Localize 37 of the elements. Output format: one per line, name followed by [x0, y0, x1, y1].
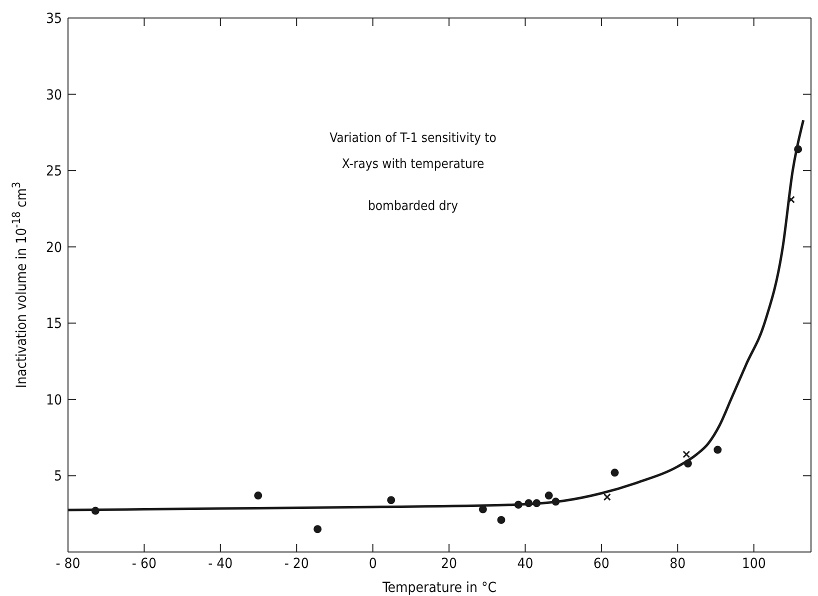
x-tick-label: 60 [593, 556, 610, 572]
y-tick-label: 5 [54, 468, 62, 485]
y-tick-label: 15 [46, 316, 62, 332]
x-tick-label: 40 [517, 556, 534, 572]
x-tick-label: 100 [742, 556, 766, 572]
point [610, 468, 619, 477]
x-tick-label: - 40 [208, 556, 233, 572]
point [714, 446, 722, 454]
text: Variation of T-1 sensitivity to X-rays with temperature [328, 130, 498, 174]
x-tick-label: - 80 [56, 556, 80, 572]
x-tick-label: 80 [670, 556, 686, 572]
y-tick-label: 30 [46, 87, 62, 104]
point [794, 145, 802, 154]
y-tick-label: 25 [46, 164, 62, 180]
x-tick-label: - 60 [132, 556, 156, 572]
point [497, 516, 506, 524]
point [682, 450, 690, 458]
point [544, 492, 553, 500]
y-tick-label: 35 [46, 10, 62, 27]
point [603, 493, 611, 501]
point [314, 525, 322, 534]
point [387, 496, 396, 504]
point [787, 196, 795, 204]
point [684, 460, 692, 468]
y-tick-label: 10 [46, 392, 62, 408]
point [254, 492, 262, 500]
y-tick-label: 20 [46, 240, 62, 256]
x-axis-title: Temperature in °C [381, 580, 497, 596]
point [552, 498, 560, 506]
point [532, 499, 541, 508]
point [91, 506, 100, 515]
x-tick-label: 0 [368, 556, 377, 572]
point [524, 499, 533, 508]
x-tick-label: 20 [441, 556, 458, 572]
point [514, 500, 522, 509]
x-tick-label: - 20 [284, 556, 309, 572]
text: bombarded dry [366, 198, 460, 216]
